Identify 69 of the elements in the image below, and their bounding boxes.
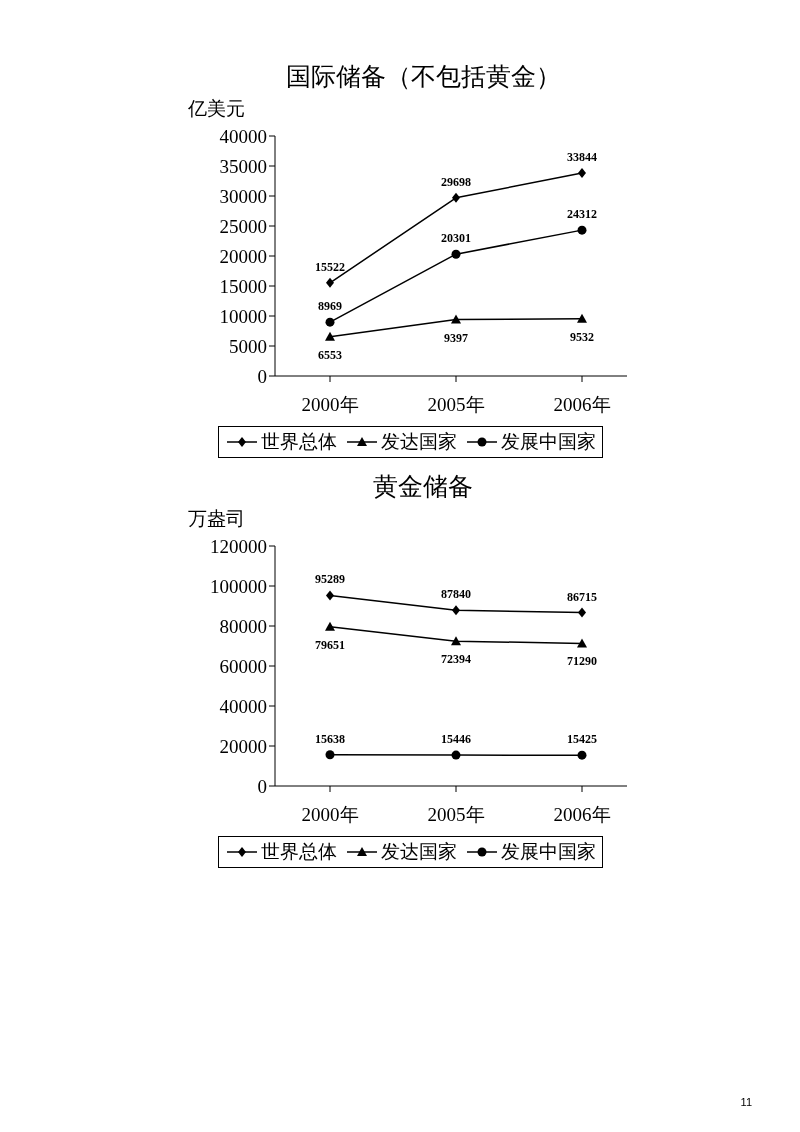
y-tick-label: 120000 <box>210 535 267 557</box>
point <box>577 313 587 323</box>
chart-title: 黄金储备 <box>372 472 474 502</box>
point <box>451 249 461 259</box>
x-tick-label: 2005年 <box>427 394 485 416</box>
point <box>577 750 587 760</box>
data-label: 20301 <box>441 231 471 246</box>
data-label: 95289 <box>315 572 345 587</box>
data-label: 9397 <box>444 330 468 345</box>
y-tick-label: 100000 <box>210 575 267 597</box>
data-label: 15425 <box>567 732 597 747</box>
legend-label: 发展中国家 <box>500 430 596 454</box>
data-label: 9532 <box>570 329 594 344</box>
point <box>326 590 334 601</box>
data-label: 72394 <box>441 652 471 667</box>
y-tick-label: 20000 <box>219 245 267 267</box>
point <box>577 225 587 235</box>
point <box>577 638 587 648</box>
chart-title: 国际储备（不包括黄金） <box>284 62 562 92</box>
data-label: 87840 <box>441 587 471 602</box>
legend-label: 发达国家 <box>380 840 457 864</box>
y-axis-title: 万盎司 <box>188 507 245 531</box>
data-label: 6553 <box>318 347 342 362</box>
data-label: 15522 <box>315 259 345 274</box>
point <box>325 750 335 760</box>
point <box>452 192 460 203</box>
point <box>325 317 335 327</box>
y-tick-label: 30000 <box>219 185 267 207</box>
point <box>578 167 586 178</box>
y-tick-label: 0 <box>257 775 267 797</box>
data-label: 86715 <box>567 589 597 604</box>
point <box>452 605 460 616</box>
y-axis-title: 亿美元 <box>188 97 245 121</box>
point <box>578 607 586 618</box>
x-tick-label: 2005年 <box>427 804 485 826</box>
y-tick-label: 80000 <box>219 615 267 637</box>
y-tick-label: 10000 <box>219 305 267 327</box>
y-tick-label: 15000 <box>219 275 267 297</box>
point <box>326 277 334 288</box>
data-label: 24312 <box>567 207 597 222</box>
legend-label: 世界总体 <box>260 840 337 864</box>
y-tick-label: 5000 <box>229 335 267 357</box>
legend-label: 发展中国家 <box>500 840 596 864</box>
point <box>325 331 335 341</box>
data-label: 33844 <box>567 149 597 164</box>
x-tick-label: 2000年 <box>301 394 359 416</box>
y-tick-label: 60000 <box>219 655 267 677</box>
point <box>451 314 461 324</box>
data-label: 8969 <box>318 299 342 314</box>
data-label: 15638 <box>315 731 345 746</box>
x-tick-label: 2006年 <box>553 804 611 826</box>
point <box>451 750 461 760</box>
y-tick-label: 40000 <box>219 125 267 147</box>
x-tick-label: 2000年 <box>301 804 359 826</box>
point <box>325 621 335 631</box>
y-tick-label: 25000 <box>219 215 267 237</box>
data-label: 79651 <box>315 637 345 652</box>
text: 11 <box>740 1096 752 1108</box>
legend-label: 发达国家 <box>380 430 457 454</box>
data-label: 29698 <box>441 174 471 189</box>
legend-label: 世界总体 <box>260 430 337 454</box>
point <box>451 636 461 646</box>
y-tick-label: 40000 <box>219 695 267 717</box>
x-tick-label: 2006年 <box>553 394 611 416</box>
y-tick-label: 35000 <box>219 155 267 177</box>
data-label: 71290 <box>567 654 597 669</box>
y-tick-label: 20000 <box>219 735 267 757</box>
y-tick-label: 0 <box>257 365 267 387</box>
data-label: 15446 <box>441 732 471 747</box>
